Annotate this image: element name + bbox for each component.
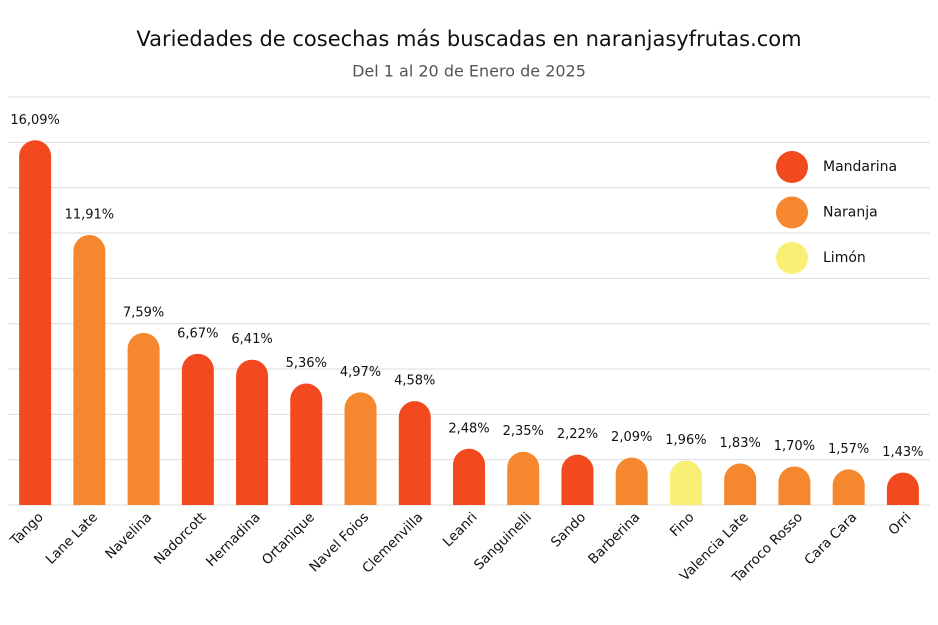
value-label: 1,57%: [828, 442, 869, 457]
bar: [344, 392, 377, 505]
bar: [181, 353, 214, 505]
value-label: 2,48%: [448, 421, 489, 436]
bar: [561, 454, 594, 505]
chart-title: Variedades de cosechas más buscadas en n…: [136, 27, 801, 51]
x-tick-label: Hernadina: [203, 509, 264, 570]
bar: [127, 332, 160, 505]
x-tick-label: Ortanique: [259, 509, 318, 568]
bar: [236, 359, 269, 505]
legend-label: Mandarina: [823, 159, 897, 175]
x-tick-label: Navelina: [102, 509, 155, 562]
bar: [73, 235, 106, 506]
legend-marker: [776, 242, 808, 274]
legend-marker: [776, 196, 808, 229]
value-label: 4,97%: [340, 365, 381, 380]
legend-label: Limón: [823, 250, 866, 266]
bar: [778, 466, 811, 505]
value-label: 6,67%: [177, 326, 218, 341]
x-tick-label: Orri: [885, 509, 914, 538]
value-label: 2,09%: [611, 430, 652, 445]
value-label: 1,70%: [774, 439, 815, 454]
x-tick-label: Tango: [7, 509, 47, 549]
bar: [615, 457, 648, 505]
value-label: 11,91%: [65, 208, 115, 223]
value-label: 7,59%: [123, 305, 164, 320]
bar: [398, 401, 431, 505]
x-tick-label: Fino: [667, 509, 698, 540]
bar: [669, 460, 702, 505]
x-tick-label: Lane Late: [43, 509, 101, 567]
value-label: 1,96%: [665, 433, 706, 448]
value-label: 2,35%: [503, 424, 544, 439]
bar: [886, 472, 919, 505]
chart-subtitle: Del 1 al 20 de Enero de 2025: [352, 62, 586, 81]
x-tick-label: Leanri: [440, 509, 481, 550]
value-label: 5,36%: [286, 356, 327, 371]
value-label: 2,22%: [557, 427, 598, 442]
value-label: 4,58%: [394, 374, 435, 389]
value-label: 1,83%: [720, 436, 761, 451]
bar: [832, 469, 865, 505]
x-tick-label: Barberina: [585, 509, 643, 567]
legend-marker: [776, 151, 808, 183]
legend-label: Naranja: [823, 205, 878, 221]
x-tick-label: Cara Cara: [801, 509, 860, 568]
value-label: 1,43%: [882, 445, 923, 460]
bar: [290, 383, 323, 505]
x-tick-label: Sanguinelli: [471, 509, 535, 573]
bar: [724, 463, 757, 505]
bar: [507, 451, 540, 505]
value-label: 16,09%: [10, 113, 60, 128]
value-label: 6,41%: [231, 332, 272, 347]
x-tick-label: Nadorcott: [151, 509, 210, 568]
bar: [19, 140, 52, 505]
x-tick-label: Sando: [548, 509, 589, 550]
bar: [453, 448, 485, 505]
